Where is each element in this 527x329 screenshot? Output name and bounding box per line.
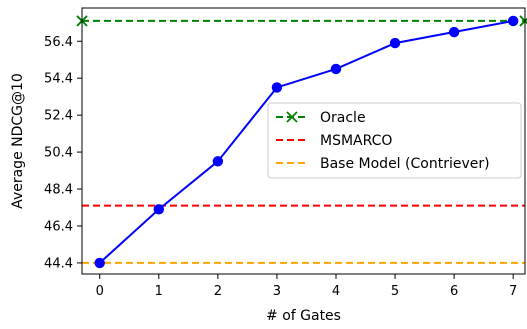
data-point (212, 156, 224, 167)
plot-frame (81, 7, 526, 275)
x-axis-label: # of Gates (266, 308, 341, 324)
y-tick-label: 48.4 (44, 183, 73, 198)
y-tick-label: 46.4 (44, 219, 73, 234)
data-point (94, 257, 105, 269)
legend: Oracle MSMARCO Base Model (Contriever) (267, 102, 522, 179)
y-tick-label: 56.4 (44, 35, 73, 50)
x-tick-label: 5 (391, 284, 399, 299)
x-tick-label: 1 (155, 284, 163, 299)
y-axis-label: Average NDCG@10 (10, 73, 26, 209)
x-tick-label: 0 (96, 284, 104, 299)
data-point (153, 204, 164, 215)
x-tick-label: 4 (332, 284, 340, 299)
plot-area: 0 1 2 3 4 5 6 7 44.4 46.4 48.4 50.4 52.4 54.4 56.4 (44, 7, 527, 299)
legend-label: MSMARCO (320, 133, 392, 149)
y-tick-label: 50.4 (44, 146, 73, 161)
data-point (507, 15, 519, 27)
data-point (389, 37, 401, 49)
data-point (271, 82, 283, 93)
legend-label: Base Model (Contriever) (320, 156, 490, 172)
x-tick-label: 7 (509, 284, 517, 299)
data-point (330, 63, 342, 75)
y-tick-label: 54.4 (44, 72, 73, 87)
x-tick-label: 6 (450, 284, 458, 299)
legend-box (267, 102, 522, 179)
data-point (448, 26, 460, 38)
x-tick-label: 3 (273, 284, 281, 299)
y-tick-label: 52.4 (44, 109, 73, 124)
legend-label: Oracle (320, 110, 366, 126)
legend-marker (286, 111, 298, 123)
x-tick-label: 2 (214, 284, 222, 299)
series-line-0 (99, 19, 514, 264)
y-tick-label: 44.4 (44, 256, 73, 271)
